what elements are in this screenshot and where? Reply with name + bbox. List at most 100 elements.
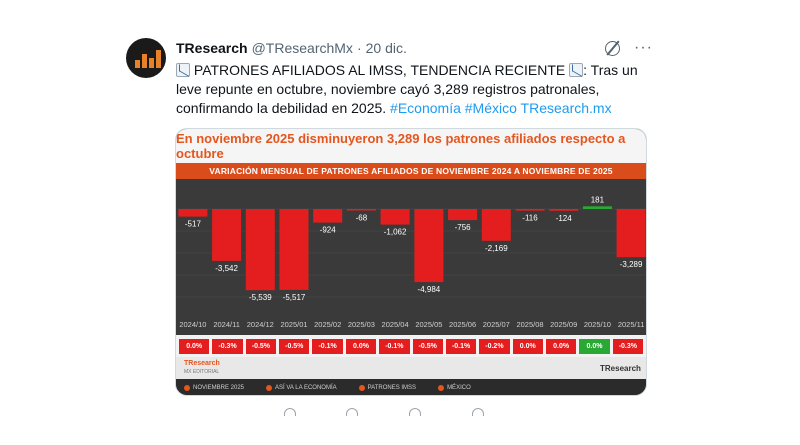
pct-cell: -0.2%	[479, 338, 510, 354]
author-name[interactable]: TResearch	[176, 40, 248, 56]
tweet-date[interactable]: 20 dic.	[365, 40, 407, 56]
x-tick-label: 2025/06	[449, 320, 476, 329]
grok-icon[interactable]	[605, 40, 621, 56]
bar	[448, 209, 478, 221]
data-label: -5,517	[283, 293, 306, 302]
bar	[616, 209, 646, 258]
data-label: -2,169	[485, 244, 508, 253]
tweet-link[interactable]: TResearch.mx	[520, 100, 612, 116]
footer-item: NOVIEMBRE 2025	[184, 385, 244, 391]
chart-decreasing-icon	[569, 63, 584, 77]
pct-cell: -0.5%	[412, 338, 443, 354]
data-label: 181	[591, 195, 605, 204]
data-label: -756	[455, 223, 472, 232]
x-tick-label: 2025/01	[280, 320, 307, 329]
chart-decreasing-icon	[176, 63, 190, 77]
pct-cell: 0.0%	[179, 338, 210, 354]
bar	[313, 209, 343, 223]
data-label: -1,062	[384, 228, 407, 237]
bar	[515, 209, 545, 211]
tweet-actions	[176, 408, 646, 416]
separator: ·	[356, 40, 362, 56]
author-handle[interactable]: @TResearchMx	[251, 40, 353, 56]
chart-title: VARIACIÓN MENSUAL DE PATRONES AFILIADOS …	[176, 163, 646, 179]
data-label: -517	[185, 220, 202, 229]
pct-cell: -0.1%	[312, 338, 343, 354]
footer-item-label: PATRONES IMSS	[367, 385, 417, 391]
x-tick-label: 2025/02	[314, 320, 341, 329]
pct-cell: 0.0%	[512, 338, 543, 354]
x-tick-label: 2025/03	[348, 320, 375, 329]
x-tick-label: 2025/11	[618, 320, 645, 329]
chart-banner: En noviembre 2025 disminuyeron 3,289 los…	[176, 129, 646, 163]
x-tick-label: 2024/11	[213, 320, 240, 329]
tweet-header: TResearch @TResearchMx · 20 dic. ···	[176, 39, 653, 57]
x-tick-label: 2024/10	[179, 320, 206, 329]
pct-cell: -0.3%	[212, 338, 243, 354]
tweet-image[interactable]: En noviembre 2025 disminuyeron 3,289 los…	[175, 128, 647, 396]
footer-item: MÉXICO	[438, 385, 471, 391]
x-tick-label: 2024/12	[247, 320, 274, 329]
bar	[279, 209, 309, 290]
pct-cell: 0.0%	[345, 338, 377, 354]
bar-chart-svg: -517 2024/10 -3,542 2024/11 -5,539 2024/12 -5,…	[176, 195, 646, 329]
pct-cell: -0.5%	[245, 338, 277, 354]
retweet-icon[interactable]	[346, 408, 358, 416]
logo-right-text: TResearch	[600, 363, 641, 373]
footer-item-label: MÉXICO	[447, 385, 471, 391]
bar	[481, 209, 511, 241]
data-label: -124	[556, 214, 573, 223]
pct-cell: -0.1%	[445, 338, 477, 354]
data-label: -3,542	[215, 264, 238, 273]
card-footer: TResearch MX EDITORIAL TResearch	[176, 357, 646, 379]
data-label: -116	[522, 214, 538, 223]
bar	[582, 206, 612, 209]
bar	[212, 209, 242, 261]
brand-name: TResearch	[184, 360, 220, 367]
hashtag-mexico[interactable]: #México	[464, 100, 517, 116]
pct-cell: 0.0%	[579, 338, 610, 354]
chart-banner-text: En noviembre 2025 disminuyeron 3,289 los…	[176, 131, 626, 161]
avatar[interactable]	[126, 38, 166, 78]
bar	[346, 209, 376, 211]
pct-cell: -0.3%	[612, 338, 644, 354]
x-tick-label: 2025/08	[516, 320, 543, 329]
tweet-text-part2: : Tras un leve repunte en octubre, novie…	[176, 62, 638, 116]
footer-dot-icon	[184, 385, 190, 391]
footer-dot-icon	[266, 385, 273, 391]
bar	[380, 209, 410, 225]
bar-chart: -517 2024/10 -3,542 2024/11 -5,539 2024/12 -5,…	[176, 179, 646, 335]
x-tick-label: 2025/10	[584, 320, 611, 329]
pct-cell: -0.1%	[379, 338, 410, 354]
tweet[interactable]: TResearch @TResearchMx · 20 dic. ··· PAT…	[118, 30, 663, 445]
pct-row: 0.0% -0.3% -0.5% -0.5% -0.1% 0.0% -0.1% -0.5% -0…	[176, 335, 646, 357]
x-tick-label: 2025/04	[382, 320, 409, 329]
data-label: -4,984	[418, 285, 441, 294]
bar	[414, 209, 444, 283]
x-tick-label: 2025/07	[483, 320, 510, 329]
data-label: -5,539	[249, 293, 272, 302]
card-footer-bar: NOVIEMBRE 2025 ASÍ VA LA ECONOMÍA PATRONES…	[176, 379, 646, 395]
footer-dot-icon	[358, 385, 365, 391]
x-tick-label: 2025/09	[550, 320, 577, 329]
pct-cell: 0.0%	[545, 338, 577, 354]
more-icon[interactable]: ···	[634, 39, 653, 56]
footer-dot-icon	[438, 385, 445, 391]
data-label: -924	[320, 226, 337, 235]
data-label: -3,289	[620, 260, 643, 269]
views-icon[interactable]	[472, 408, 484, 416]
reply-icon[interactable]	[284, 408, 296, 416]
card-brand: TResearch MX EDITORIAL	[184, 360, 220, 376]
bar	[178, 209, 208, 217]
footer-item-label: NOVIEMBRE 2025	[193, 385, 245, 391]
tweet-text-part1: PATRONES AFILIADOS AL IMSS, TENDENCIA RE…	[190, 62, 570, 78]
data-label: -68	[356, 214, 368, 223]
footer-item-label: ASÍ VA LA ECONOMÍA	[275, 385, 337, 391]
bar	[549, 209, 579, 211]
brand-sub: MX EDITORIAL	[184, 369, 220, 375]
tweet-text: PATRONES AFILIADOS AL IMSS, TENDENCIA RE…	[176, 61, 646, 118]
bar	[245, 209, 275, 291]
like-icon[interactable]	[409, 408, 421, 416]
tresearch-logo-icon	[126, 38, 166, 78]
hashtag-economia[interactable]: #Economía	[390, 100, 461, 116]
